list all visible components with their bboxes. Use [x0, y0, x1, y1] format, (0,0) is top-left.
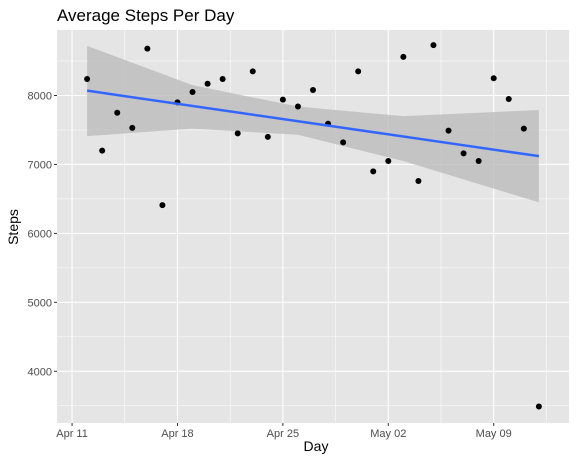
x-tick-label: Apr 11 — [56, 428, 88, 440]
y-axis-ticks: 4000 5000 6000 7000 8000 — [28, 91, 57, 378]
data-point — [535, 403, 542, 410]
y-axis-title: Steps — [5, 209, 21, 245]
data-point — [505, 95, 512, 102]
x-tick-label: May 02 — [370, 428, 406, 440]
data-point — [490, 75, 497, 82]
data-point — [445, 127, 452, 134]
data-points — [84, 42, 542, 410]
data-point — [279, 96, 286, 103]
trend-line — [86, 89, 540, 158]
x-tick-label: Apr 25 — [267, 428, 299, 440]
trend-layer — [86, 89, 540, 158]
data-point — [129, 124, 136, 131]
data-point — [460, 150, 467, 157]
data-point — [204, 80, 211, 87]
y-tick-label: 6000 — [28, 228, 52, 240]
data-point — [264, 133, 271, 140]
data-point — [430, 42, 437, 49]
y-tick-label: 5000 — [28, 297, 52, 309]
data-point — [370, 168, 377, 175]
data-point — [475, 158, 482, 164]
data-point — [400, 53, 407, 60]
data-point — [114, 109, 121, 116]
data-point — [415, 177, 422, 184]
x-axis-ticks: Apr 11 Apr 18 Apr 25 May 02 May 09 — [56, 423, 512, 440]
x-tick-label: May 09 — [476, 428, 512, 440]
data-point — [144, 45, 151, 52]
data-point — [159, 202, 166, 209]
data-point — [189, 89, 196, 96]
data-point — [385, 158, 392, 164]
data-point — [355, 68, 362, 75]
data-point — [294, 103, 301, 110]
data-point — [520, 125, 527, 132]
data-point — [84, 75, 91, 82]
data-point — [340, 139, 347, 146]
data-point — [99, 147, 106, 154]
data-point — [234, 130, 241, 137]
y-tick-label: 8000 — [28, 91, 52, 103]
x-tick-label: Apr 18 — [161, 428, 193, 440]
x-axis-title: Day — [304, 438, 329, 454]
y-tick-label: 4000 — [28, 366, 52, 378]
data-point — [310, 86, 316, 93]
chart-title: Average Steps Per Day — [57, 6, 235, 25]
y-tick-label: 7000 — [28, 159, 52, 171]
data-point — [249, 68, 256, 75]
data-point — [219, 75, 226, 82]
